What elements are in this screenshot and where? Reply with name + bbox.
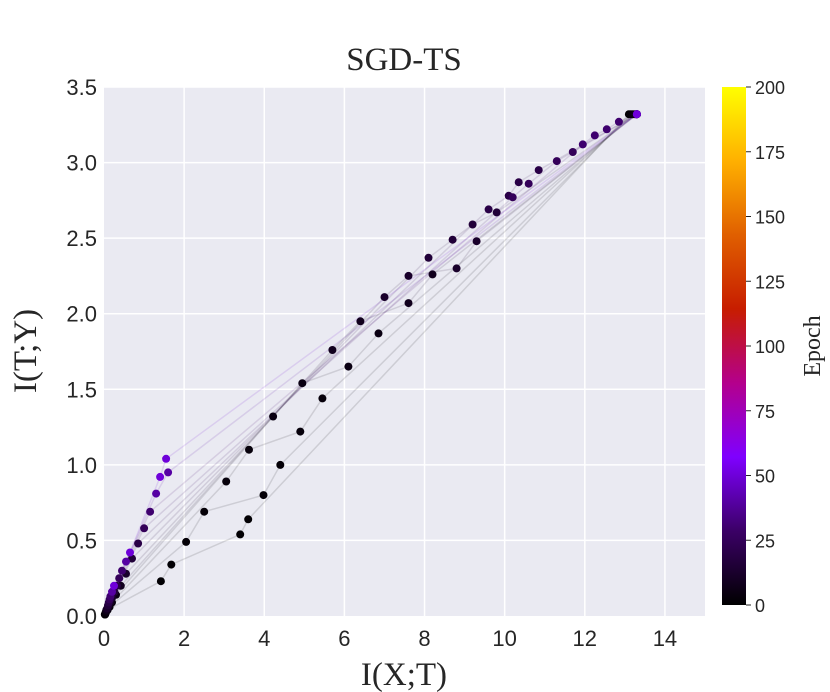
data-point bbox=[164, 468, 173, 477]
x-axis-label: I(X;T) bbox=[361, 657, 447, 692]
data-point bbox=[182, 537, 191, 546]
data-point bbox=[404, 299, 413, 308]
y-axis-label: I(T;Y) bbox=[8, 309, 44, 393]
x-tick-label: 0 bbox=[98, 626, 110, 651]
data-point bbox=[296, 427, 305, 436]
data-point bbox=[524, 179, 533, 188]
y-tick-label: 0.5 bbox=[66, 528, 97, 553]
colorbar-tick-label: 0 bbox=[755, 596, 765, 616]
data-point bbox=[514, 178, 523, 187]
data-point bbox=[140, 524, 149, 533]
data-point bbox=[602, 125, 611, 134]
data-point bbox=[276, 460, 285, 469]
data-point bbox=[404, 271, 413, 280]
plot-area bbox=[104, 87, 705, 616]
colorbar-tick-label: 125 bbox=[755, 272, 785, 292]
data-point bbox=[452, 264, 461, 273]
data-point bbox=[614, 117, 623, 126]
data-point bbox=[380, 293, 389, 302]
x-tick-label: 6 bbox=[338, 626, 350, 651]
data-point bbox=[110, 581, 118, 590]
x-tick-labels: 0 2 4 6 8 10 12 14 bbox=[98, 626, 677, 651]
y-tick-label: 1.0 bbox=[66, 453, 97, 478]
data-point bbox=[328, 346, 337, 354]
data-point bbox=[222, 477, 231, 486]
data-point bbox=[344, 362, 353, 371]
x-tick-label: 4 bbox=[258, 626, 270, 651]
data-point bbox=[156, 472, 165, 481]
colorbar-tick-labels: 0 25 50 75 100 125 150 175 200 bbox=[746, 78, 785, 616]
data-point bbox=[318, 394, 327, 403]
data-points bbox=[100, 110, 641, 619]
grid-lines bbox=[104, 86, 705, 616]
y-tick-label: 1.5 bbox=[66, 377, 97, 402]
data-point bbox=[484, 205, 493, 214]
colorbar-tick-label: 25 bbox=[755, 531, 775, 551]
colorbar-tick-label: 175 bbox=[755, 143, 785, 163]
y-tick-label: 0.0 bbox=[66, 604, 97, 629]
data-point bbox=[146, 507, 155, 516]
data-point bbox=[156, 577, 165, 586]
y-tick-label: 2.5 bbox=[66, 226, 97, 251]
chart-title: SGD-TS bbox=[346, 42, 462, 78]
data-point bbox=[578, 140, 587, 149]
data-point bbox=[424, 253, 433, 262]
data-point bbox=[534, 166, 543, 175]
colorbar-tick-label: 50 bbox=[755, 467, 775, 487]
data-point bbox=[298, 379, 307, 388]
colorbar-label: Epoch bbox=[800, 315, 826, 376]
x-tick-label: 2 bbox=[178, 626, 190, 651]
data-point bbox=[245, 445, 253, 454]
data-point bbox=[472, 237, 481, 246]
y-tick-label: 3.0 bbox=[66, 151, 97, 176]
y-tick-label: 2.0 bbox=[66, 302, 97, 327]
colorbar-tick-label: 75 bbox=[755, 402, 775, 422]
data-point bbox=[269, 412, 278, 421]
x-tick-label: 10 bbox=[492, 626, 516, 651]
x-tick-label: 14 bbox=[653, 626, 677, 651]
data-point bbox=[468, 220, 477, 229]
colorbar-tick-label: 150 bbox=[755, 208, 785, 228]
data-point bbox=[244, 515, 253, 524]
data-point bbox=[126, 548, 134, 557]
data-point bbox=[259, 491, 268, 500]
data-point bbox=[356, 317, 365, 326]
data-point bbox=[167, 560, 176, 569]
data-point bbox=[590, 131, 599, 140]
x-tick-label: 8 bbox=[418, 626, 430, 651]
data-point bbox=[118, 566, 126, 575]
x-tick-label: 12 bbox=[573, 626, 597, 651]
data-point bbox=[492, 208, 501, 217]
data-point bbox=[122, 557, 130, 566]
data-point bbox=[508, 193, 517, 202]
colorbar-tick-label: 200 bbox=[755, 78, 785, 98]
data-point bbox=[162, 454, 171, 463]
data-point bbox=[428, 270, 437, 279]
data-point bbox=[236, 530, 245, 539]
colorbar bbox=[722, 87, 746, 605]
data-point bbox=[134, 539, 143, 548]
colorbar-tick-label: 100 bbox=[755, 337, 785, 357]
y-tick-label: 3.5 bbox=[66, 75, 97, 100]
y-tick-labels: 0.0 0.5 1.0 1.5 2.0 2.5 3.0 3.5 bbox=[66, 75, 97, 629]
data-point bbox=[128, 554, 136, 563]
data-point bbox=[632, 110, 641, 119]
data-point bbox=[152, 489, 161, 498]
data-point bbox=[568, 148, 577, 156]
data-point bbox=[448, 235, 457, 244]
data-point bbox=[200, 507, 209, 516]
data-point bbox=[374, 329, 383, 338]
data-point bbox=[552, 157, 561, 166]
data-point bbox=[115, 574, 124, 583]
